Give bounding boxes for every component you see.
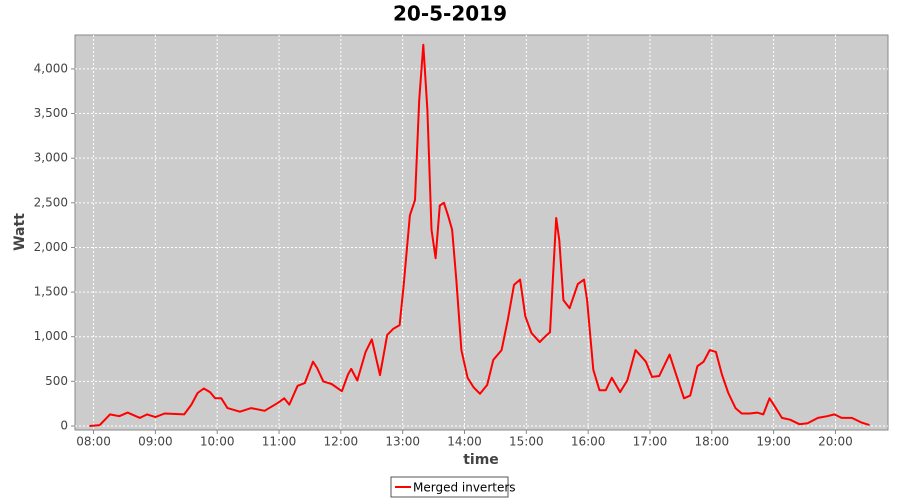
y-tick-label: 2,500 xyxy=(34,195,68,209)
y-tick-label: 0 xyxy=(60,418,68,432)
x-tick-label: 20:00 xyxy=(818,435,853,449)
x-tick-label: 09:00 xyxy=(138,435,173,449)
legend-label: Merged inverters xyxy=(413,481,516,495)
x-tick-label: 16:00 xyxy=(571,435,606,449)
grid xyxy=(71,35,888,434)
x-tick-label: 08:00 xyxy=(76,435,111,449)
x-tick-label: 19:00 xyxy=(756,435,791,449)
x-tick-label: 11:00 xyxy=(262,435,297,449)
y-tick-label: 3,000 xyxy=(34,151,68,165)
y-tick-label: 4,000 xyxy=(34,61,68,75)
y-tick-label: 1,500 xyxy=(34,285,68,299)
legend: Merged inverters xyxy=(390,476,516,498)
x-tick-label: 13:00 xyxy=(385,435,420,449)
chart-title: 20-5-2019 xyxy=(393,2,507,26)
y-axis-label: Watt xyxy=(12,213,28,251)
x-tick-label: 12:00 xyxy=(324,435,359,449)
data-line xyxy=(89,43,870,427)
y-tick-label: 3,500 xyxy=(34,106,68,120)
x-tick-label: 10:00 xyxy=(200,435,235,449)
x-axis-label: time xyxy=(463,452,499,468)
x-tick-label: 15:00 xyxy=(509,435,544,449)
legend-box xyxy=(390,476,509,498)
y-tick-label: 2,000 xyxy=(34,240,68,254)
y-tick-label: 1,000 xyxy=(34,329,68,343)
x-tick-label: 18:00 xyxy=(695,435,730,449)
x-tick-label: 14:00 xyxy=(447,435,482,449)
marks xyxy=(89,43,870,427)
plot-area xyxy=(74,34,889,431)
y-tick-label: 500 xyxy=(45,374,68,388)
x-tick-label: 17:00 xyxy=(633,435,668,449)
